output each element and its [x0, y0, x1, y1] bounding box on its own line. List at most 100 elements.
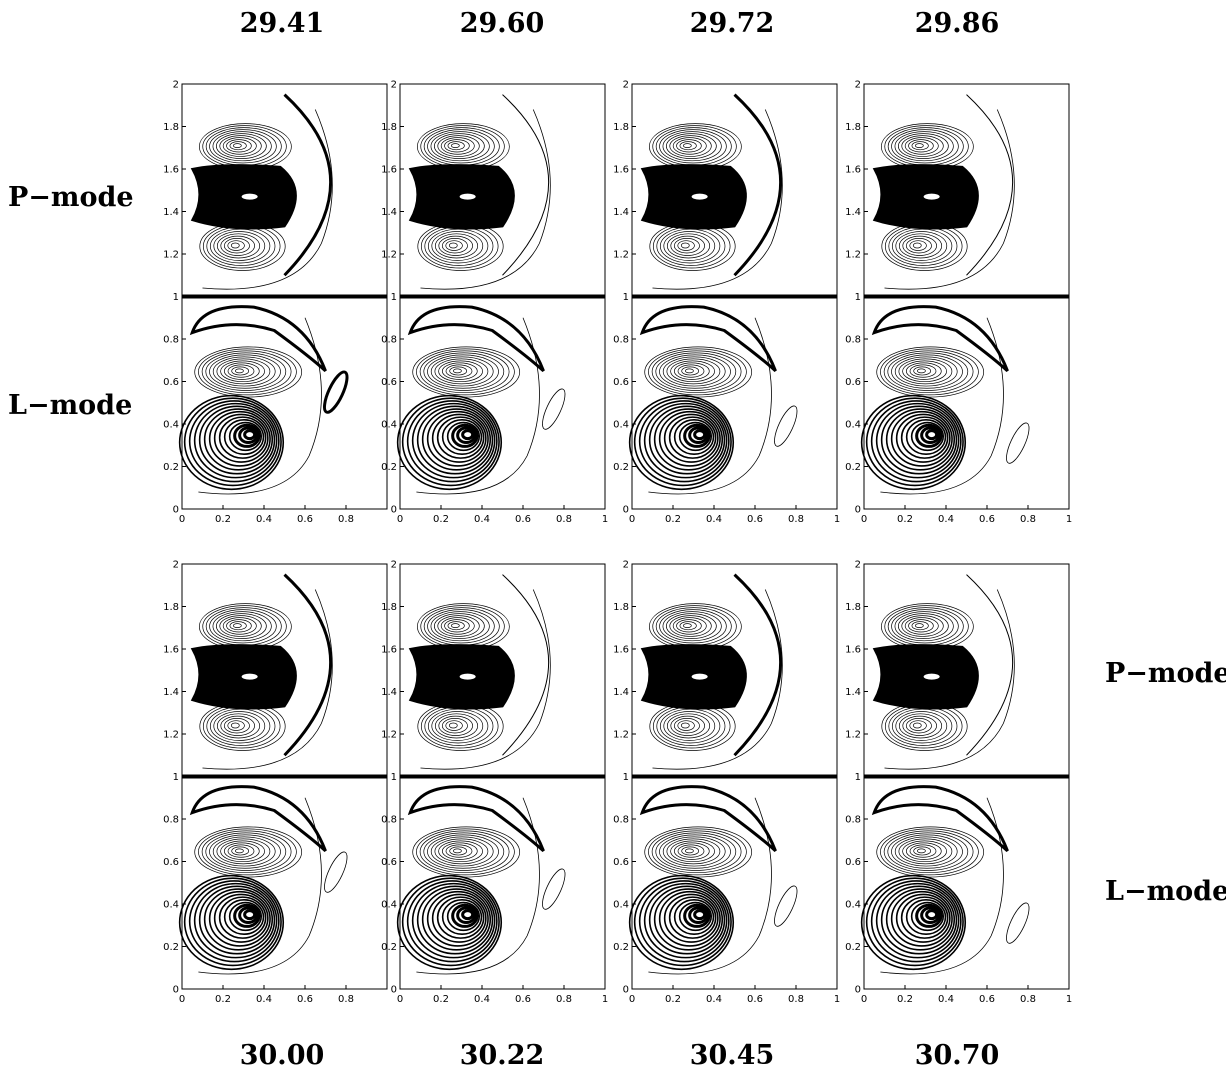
y-tick-label: 1	[391, 772, 397, 783]
l-mode-vortex-contour	[208, 890, 271, 947]
l-mode-middle-lobe-contour	[909, 364, 937, 378]
y-tick-label: 0.6	[163, 377, 179, 388]
p-mode-lower-lobe-contour	[652, 704, 731, 749]
p-mode-lower-lobe-contour	[431, 231, 484, 261]
p-mode-upper-lobe-contour	[679, 621, 697, 631]
l-mode-vortex-contour	[416, 885, 494, 955]
y-tick-label: 1.4	[613, 687, 629, 698]
l-mode-middle-lobe-contour	[434, 838, 489, 865]
l-mode-envelope-contour	[880, 317, 1004, 495]
l-mode-middle-lobe-contour	[423, 352, 505, 391]
l-mode-vortex-contour	[213, 893, 269, 943]
p-mode-lower-lobe-contour	[663, 711, 716, 741]
l-mode-vortex-contour	[228, 421, 263, 452]
p-mode-upper-lobe-contour	[427, 129, 495, 164]
y-tick-label: 0.2	[845, 942, 861, 953]
x-tick-label: 1	[602, 514, 608, 525]
y-tick-label: 1.6	[845, 165, 861, 176]
p-mode-upper-lobe-contour	[897, 613, 949, 639]
p-mode-upper-lobe-contour	[451, 623, 460, 628]
y-tick-label: 0.6	[613, 377, 629, 388]
l-mode-vortex-contour	[925, 909, 939, 921]
p-mode-upper-lobe-contour	[665, 133, 717, 159]
l-mode-vortex-contour	[915, 423, 943, 448]
l-mode-middle-lobe-contour	[223, 842, 260, 860]
p-mode-lower-lobe-contour	[216, 233, 261, 259]
l-mode-middle-lobe-contour	[212, 836, 276, 867]
p-mode-upper-lobe-contour	[216, 613, 267, 639]
l-mode-vortex-contour	[880, 405, 958, 475]
p-mode-upper-lobe-contour	[219, 135, 262, 157]
l-mode-vortex-contour	[193, 882, 278, 959]
l-mode-vortex-contour	[693, 429, 707, 441]
l-mode-middle-lobe-contour	[231, 846, 250, 856]
l-mode-vortex-contour	[238, 426, 259, 445]
y-tick-label: 2	[173, 560, 179, 571]
p-mode-lower-lobe-contour	[216, 713, 261, 739]
p-mode-lower-lobe-contour	[223, 238, 250, 254]
x-tick-label: 0.2	[215, 514, 231, 525]
y-tick-label: 0.6	[163, 857, 179, 868]
l-mode-vortex-contour	[188, 400, 280, 483]
p-mode-envelope-contour	[202, 109, 333, 290]
x-tick-label: 0.6	[297, 514, 313, 525]
p-mode-upper-lobe-contour	[430, 611, 490, 642]
p-mode-upper-lobe-contour	[209, 129, 277, 164]
l-mode-vortex-contour	[870, 400, 962, 483]
l-mode-side-feature	[542, 388, 566, 430]
y-tick-label: 1	[173, 772, 179, 783]
x-tick-label: 1	[834, 994, 840, 1005]
l-mode-middle-lobe-contour	[223, 362, 260, 380]
y-tick-label: 2	[623, 560, 629, 571]
y-tick-label: 2	[173, 80, 179, 91]
l-mode-middle-lobe-contour	[685, 848, 694, 854]
y-tick-label: 1	[173, 292, 179, 303]
p-mode-lower-lobe-contour	[434, 233, 479, 259]
l-mode-middle-lobe-contour	[453, 848, 462, 854]
p-mode-upper-lobe-contour	[655, 127, 732, 166]
l-mode-vortex-contour	[198, 885, 276, 955]
p-mode-upper-lobe-contour	[911, 621, 929, 631]
p-mode-lower-lobe-contour	[448, 242, 458, 249]
l-mode-vortex-contour	[633, 397, 732, 487]
y-tick-label: 1.2	[381, 730, 397, 741]
y-tick-label: 1.6	[845, 645, 861, 656]
p-mode-lower-lobe-contour	[431, 711, 484, 741]
y-tick-label: 0	[391, 505, 397, 516]
p-mode-upper-lobe-contour	[212, 611, 272, 642]
p-mode-outer-arc	[733, 93, 783, 277]
l-mode-vortex-contour	[416, 405, 494, 475]
p-mode-envelope-contour	[420, 589, 551, 770]
y-tick-label: 0.2	[381, 942, 397, 953]
l-mode-vortex-contour	[223, 899, 265, 936]
l-mode-crescent	[407, 785, 545, 852]
l-mode-middle-lobe-contour	[902, 840, 947, 863]
x-tick-label: 0.8	[338, 994, 354, 1005]
contour-panel: 0 0.2 0.4 0.6 0.8 1 1.2 1.4 1.6 1.8 2 0 0.2 0.4 0.6 0.8…	[845, 80, 1072, 526]
p-mode-upper-lobe-contour	[901, 615, 944, 637]
p-mode-lower-lobe-contour	[680, 242, 690, 249]
p-mode-lower-lobe-contour	[902, 235, 937, 256]
l-mode-vortex-contour	[900, 896, 949, 939]
x-tick-label: 0.4	[474, 994, 490, 1005]
l-mode-middle-lobe-contour	[434, 358, 489, 385]
y-tick-label: 1.6	[381, 165, 397, 176]
l-mode-vortex-contour	[653, 888, 724, 951]
l-mode-middle-lobe-contour	[438, 360, 483, 383]
x-tick-label: 0.2	[215, 994, 231, 1005]
l-mode-vortex-contour	[178, 874, 285, 971]
l-mode-middle-lobe-contour	[905, 362, 942, 380]
y-tick-label: 1.6	[613, 645, 629, 656]
l-mode-vortex-contour	[203, 888, 274, 951]
x-tick-label: 0	[179, 994, 185, 1005]
y-tick-label: 0	[623, 985, 629, 996]
x-tick-label: 0.4	[256, 514, 272, 525]
l-mode-middle-lobe-contour	[891, 834, 963, 869]
l-mode-middle-lobe-contour	[902, 360, 947, 383]
l-mode-envelope-contour	[416, 317, 540, 495]
p-mode-upper-lobe-contour	[908, 139, 934, 153]
l-mode-middle-lobe-contour	[655, 352, 737, 391]
p-mode-lower-lobe-contour	[420, 704, 499, 749]
l-mode-crescent	[871, 785, 1009, 852]
l-mode-middle-lobe-contour	[673, 842, 710, 860]
